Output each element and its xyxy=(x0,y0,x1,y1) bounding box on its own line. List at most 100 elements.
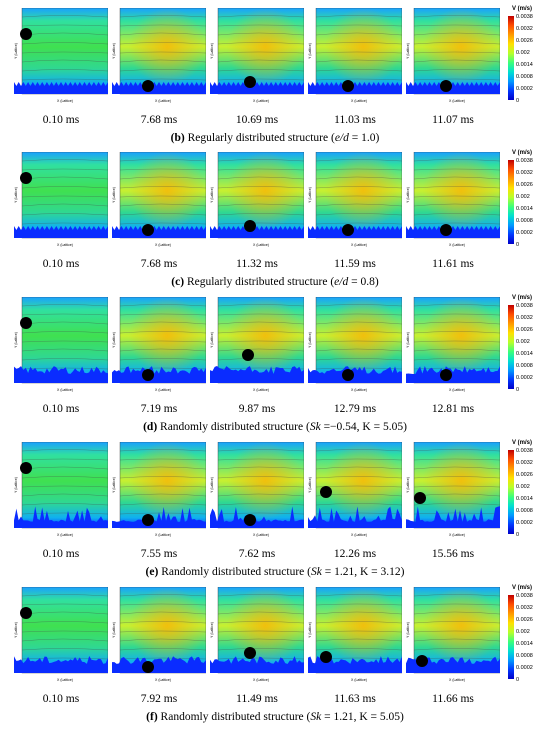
time-label: 7.68 ms xyxy=(140,258,178,270)
caption-param-value: = 0.8) xyxy=(348,276,379,288)
streamline xyxy=(217,159,304,162)
streamline xyxy=(413,485,500,488)
streamline xyxy=(119,648,206,651)
panel: X (Lattice) Y (Lattice) xyxy=(308,152,402,248)
colorbar-gradient xyxy=(508,16,514,100)
rough-surface xyxy=(112,82,206,94)
streamline xyxy=(413,42,500,45)
panel: X (Lattice) Y (Lattice) xyxy=(210,297,304,393)
streamline xyxy=(413,222,500,225)
streamline xyxy=(119,304,206,307)
time-label: 0.10 ms xyxy=(42,548,80,560)
time-label: 11.32 ms xyxy=(236,258,278,270)
streamline xyxy=(119,340,206,343)
streamline xyxy=(217,611,304,615)
time-label: 7.68 ms xyxy=(140,114,178,126)
streamline xyxy=(315,476,402,479)
colorbar-tick: 0.002 xyxy=(516,484,530,490)
caption-text: Regularly distributed structure ( xyxy=(184,276,335,288)
streamline xyxy=(217,331,304,334)
panel: X (Lattice) Y (Lattice) xyxy=(112,442,206,538)
x-axis-label: X (Lattice) xyxy=(351,99,367,103)
streamline xyxy=(217,358,304,361)
time-label: 7.55 ms xyxy=(140,548,178,560)
streamline xyxy=(315,348,402,352)
velocity-field-plot: X (Lattice) Y (Lattice) xyxy=(112,8,206,103)
streamline xyxy=(21,493,108,497)
streamline xyxy=(217,51,304,54)
velocity-field-plot: X (Lattice) Y (Lattice) xyxy=(210,297,304,392)
streamline xyxy=(21,449,108,452)
colorbar-tick: 0.002 xyxy=(516,194,530,200)
time-label: 7.19 ms xyxy=(140,403,178,415)
y-axis-label: Y (Lattice) xyxy=(112,187,116,203)
colorbar-tick: 0.0038 xyxy=(516,14,533,20)
streamline xyxy=(217,348,304,352)
caption-label: (e) xyxy=(145,566,159,578)
streamline xyxy=(119,213,206,216)
colorbar-tick: 0.0014 xyxy=(516,641,533,647)
colorbar-tick: 0.0014 xyxy=(516,496,533,502)
streamline xyxy=(119,621,206,624)
y-axis-label: Y (Lattice) xyxy=(308,332,312,348)
colorbar-tick: 0.002 xyxy=(516,629,530,635)
streamline xyxy=(413,348,500,352)
streamline xyxy=(119,485,206,488)
streamline xyxy=(315,340,402,343)
streamline xyxy=(217,32,304,36)
colorbar-title: V (m/s) xyxy=(512,6,533,12)
bubble xyxy=(142,80,154,92)
streamline xyxy=(315,78,402,81)
streamline xyxy=(315,42,402,45)
y-axis-label: Y (Lattice) xyxy=(210,622,214,638)
streamline xyxy=(413,159,500,162)
streamline xyxy=(119,458,206,461)
streamline xyxy=(119,476,206,479)
streamline xyxy=(21,51,108,54)
streamline xyxy=(413,648,500,651)
streamline xyxy=(217,42,304,45)
bubble xyxy=(242,349,254,361)
y-axis-label: Y (Lattice) xyxy=(210,477,214,493)
rough-surface xyxy=(112,507,206,528)
caption-param: Sk xyxy=(310,566,322,578)
streamline xyxy=(217,59,304,63)
figure-row: X (Lattice) Y (Lattice) 0.10 ms X (Lattice… xyxy=(0,585,550,731)
streamline xyxy=(413,594,500,597)
streamline xyxy=(315,176,402,180)
colorbar-tick: 0.0014 xyxy=(516,62,533,68)
y-axis-label: Y (Lattice) xyxy=(210,332,214,348)
streamline xyxy=(315,367,402,370)
row-caption: (f) Randomly distributed structure (Sk =… xyxy=(0,711,550,723)
colorbar-tick: 0.0038 xyxy=(516,593,533,599)
y-axis-label: Y (Lattice) xyxy=(406,43,410,59)
y-axis-label: Y (Lattice) xyxy=(308,477,312,493)
row-caption: (c) Regularly distributed structure (e/d… xyxy=(0,276,550,288)
streamline xyxy=(21,503,108,506)
x-axis-label: X (Lattice) xyxy=(155,99,171,103)
time-label: 11.03 ms xyxy=(334,114,376,126)
x-axis-label: X (Lattice) xyxy=(351,533,367,537)
bubble xyxy=(244,514,256,526)
panel: X (Lattice) Y (Lattice) xyxy=(308,8,402,104)
caption-label: (c) xyxy=(171,276,185,288)
colorbar-title: V (m/s) xyxy=(512,585,533,591)
streamline xyxy=(217,195,304,198)
y-axis-label: Y (Lattice) xyxy=(308,187,312,203)
streamline xyxy=(119,321,206,325)
x-axis-label: X (Lattice) xyxy=(253,678,269,682)
time-label: 11.49 ms xyxy=(236,693,278,705)
y-axis-label: Y (Lattice) xyxy=(112,43,116,59)
streamline xyxy=(315,594,402,597)
panel: X (Lattice) Y (Lattice) xyxy=(210,587,304,683)
rough-surface xyxy=(308,506,402,528)
streamline xyxy=(413,466,500,470)
figure-row: X (Lattice) Y (Lattice) 0.10 ms X (Lattice… xyxy=(0,6,550,152)
streamline xyxy=(21,203,108,207)
rough-surface xyxy=(112,366,206,383)
rough-surface xyxy=(210,226,304,238)
streamline xyxy=(119,222,206,225)
streamline xyxy=(315,159,402,162)
caption-label: (b) xyxy=(170,132,185,144)
streamline xyxy=(21,594,108,597)
